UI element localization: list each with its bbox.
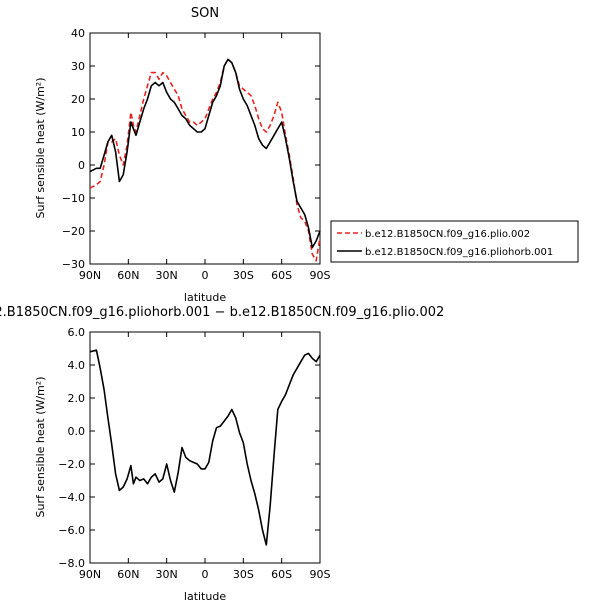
bottom-x-tick-label: 60S: [271, 568, 292, 581]
top-x-tick-label: 30N: [156, 269, 178, 282]
bottom-y-tick-label: −6.0: [58, 524, 85, 537]
bottom-plot-frame: [89, 331, 321, 564]
legend-entry-pliohorb: b.e12.B1850CN.f09_g16.pliohorb.001: [365, 247, 553, 258]
bottom-panel: b.e12.B1850CN.f09_g16.pliohorb.001 − b.e…: [0, 305, 444, 603]
top-x-tick-label: 90N: [79, 269, 101, 282]
top-y-tick-label: 0: [78, 159, 85, 172]
bottom-y-tick-label: −4.0: [58, 491, 85, 504]
bottom-chart-title: b.e12.B1850CN.f09_g16.pliohorb.001 − b.e…: [0, 305, 444, 320]
bottom-x-axis-label: latitude: [184, 590, 226, 603]
top-panel: SON −30 −20 −10 0 10 20 30 40 90N 60N 30N 0 30S 60S 9…: [34, 6, 579, 304]
top-y-tick-label: 20: [71, 93, 85, 106]
bottom-x-tick-label: 90N: [79, 568, 101, 581]
bottom-y-tick-label: 0.0: [68, 425, 86, 438]
top-plot-frame: [89, 32, 321, 265]
top-series-line-0: [89, 58, 321, 262]
top-x-tick-label: 60N: [117, 269, 139, 282]
legend: b.e12.B1850CN.f09_g16.plio.002 b.e12.B18…: [330, 220, 579, 263]
top-series-line-1: [89, 58, 321, 249]
top-x-tick-label: 0: [202, 269, 209, 282]
bottom-y-tick-label: 2.0: [68, 392, 86, 405]
bottom-x-tick-label: 60N: [117, 568, 139, 581]
top-x-tick-label: 60S: [271, 269, 292, 282]
bottom-y-tick-label: −8.0: [58, 557, 85, 570]
bottom-x-tick-label: 0: [202, 568, 209, 581]
bottom-y-axis-label: Surf sensible heat (W/m²): [34, 377, 47, 518]
top-x-tick-label: 90S: [310, 269, 331, 282]
bottom-y-tick-label: 6.0: [68, 326, 86, 339]
top-x-tick-label: 30S: [233, 269, 254, 282]
bottom-x-tick-label: 30S: [233, 568, 254, 581]
top-y-tick-label: 10: [71, 126, 85, 139]
bottom-y-tick-label: 4.0: [68, 359, 86, 372]
legend-entry-plio: b.e12.B1850CN.f09_g16.plio.002: [365, 229, 530, 240]
legend-box: [330, 220, 579, 263]
bottom-y-tick-label: −2.0: [58, 458, 85, 471]
top-chart-title: SON: [191, 6, 219, 21]
bottom-series-line-0: [89, 349, 321, 546]
top-y-tick-label: −10: [62, 192, 85, 205]
top-y-tick-label: 30: [71, 60, 85, 73]
bottom-x-tick-label: 30N: [156, 568, 178, 581]
top-y-tick-label: −20: [62, 225, 85, 238]
top-y-axis-label: Surf sensible heat (W/m²): [34, 78, 47, 219]
top-x-axis-label: latitude: [184, 291, 226, 304]
top-y-tick-label: 40: [71, 27, 85, 40]
bottom-x-tick-label: 90S: [310, 568, 331, 581]
top-y-tick-label: −30: [62, 258, 85, 271]
